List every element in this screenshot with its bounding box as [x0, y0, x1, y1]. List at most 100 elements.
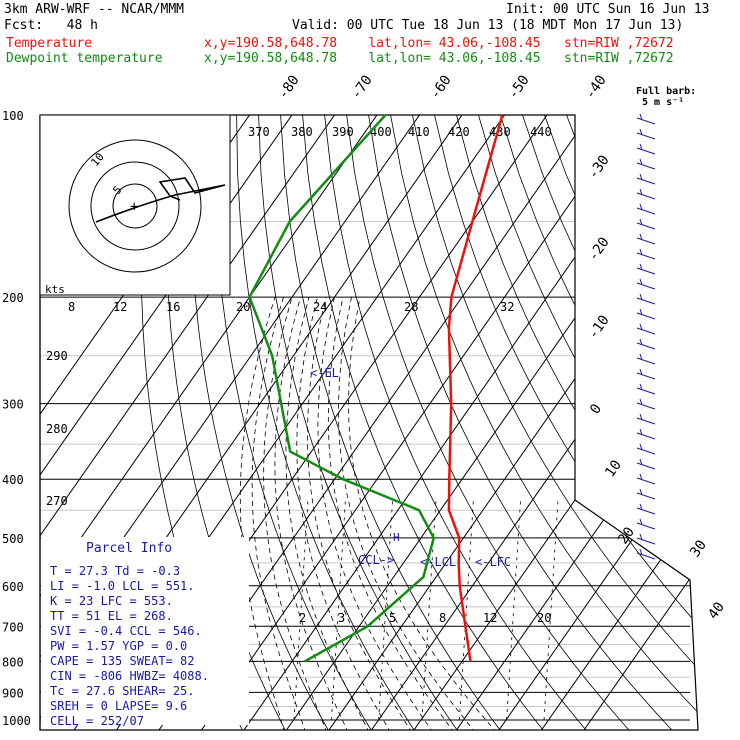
isotherm-label: 0 — [587, 401, 605, 417]
parcel-info-row: CAPE = 135 SWEAT= 82 — [50, 654, 195, 668]
barb-legend-line2: 5 m s⁻¹ — [642, 97, 684, 108]
mixing-ratio-label: 24 — [313, 300, 327, 314]
dry-adiabat — [588, 115, 698, 730]
isotherm-line — [411, 115, 698, 730]
pressure-label: 300 — [2, 398, 24, 412]
moist-adiabat — [348, 297, 498, 730]
mixing-ratio-label: 28 — [404, 300, 418, 314]
parcel-info-row: LI = -1.0 LCL = 551. — [50, 579, 195, 593]
wind-barb — [636, 143, 656, 155]
pressure-label: 100 — [2, 109, 24, 123]
isotherm-label: 20 — [615, 524, 638, 547]
dry-adiabat — [368, 115, 675, 730]
wind-barb — [636, 488, 656, 500]
mixing-ratio-lower-label: 2 — [299, 611, 306, 625]
mixing-ratio-label: 32 — [500, 300, 514, 314]
mixing-ratio-lower-label: 3 — [338, 611, 345, 625]
lfc-marker: H — [393, 531, 400, 544]
wind-barb — [636, 383, 656, 395]
moist-adiabat — [239, 296, 285, 730]
parcel-info-box — [41, 537, 249, 725]
mixing-ratio-line — [331, 499, 346, 721]
wind-barb — [636, 158, 656, 170]
isotherm-line — [40, 115, 355, 730]
wind-barb — [636, 218, 656, 230]
wind-barb — [636, 308, 656, 320]
isotherm-label: -50 — [505, 72, 533, 102]
theta-e-label: 370 — [248, 125, 270, 139]
isotherm-label: -20 — [585, 234, 613, 264]
moist-adiabat — [338, 297, 477, 730]
forecast-hour: Fcst: 48 h — [4, 18, 98, 33]
dry-adiabat — [302, 115, 546, 730]
parcel-info-row: K = 23 LFC = 553. — [50, 594, 173, 608]
ccl-annotation: CCL-> — [358, 553, 394, 567]
moist-adiabat — [263, 296, 328, 730]
model-title: 3km ARW-WRF -- NCAR/MMM — [4, 2, 185, 17]
wind-barb — [636, 203, 656, 215]
dry-adiabat — [456, 115, 698, 730]
dewpoint-profile — [248, 114, 436, 663]
pressure-label: 400 — [2, 473, 24, 487]
isotherm-line — [496, 115, 698, 730]
location-dewpoint: x,y=190.58,648.78 lat,lon= 43.06,-108.45… — [204, 51, 674, 66]
dry-adiabat — [190, 115, 331, 730]
moist-adiabat — [317, 297, 434, 730]
wind-barb — [636, 518, 656, 530]
wind-barb — [636, 428, 656, 440]
mixing-ratio-label: 20 — [236, 300, 250, 314]
wind-barb — [636, 233, 656, 245]
pressure-label: 1000 — [2, 714, 31, 728]
isotherm-label: -60 — [427, 72, 455, 102]
moist-adiabat — [285, 297, 370, 730]
wind-barb — [636, 188, 656, 200]
hodograph-ring — [112, 183, 158, 229]
hodograph-trace — [95, 177, 226, 223]
mixing-ratio-line — [506, 499, 521, 721]
isotherm-line — [539, 115, 698, 730]
mixing-ratio-label: 8 — [68, 300, 75, 314]
parcel-info-row: Tc = 27.6 SHEAR= 25. — [50, 684, 195, 698]
moist-adiabat — [251, 296, 307, 730]
mixing-ratio-label: 16 — [166, 300, 180, 314]
dry-adiabat — [236, 115, 417, 730]
wind-barb — [636, 293, 656, 305]
isotherm-line — [326, 115, 698, 730]
isotherm-label: 30 — [687, 537, 710, 560]
dry-adiabat — [324, 115, 589, 730]
hodograph-units: kts — [45, 283, 65, 296]
dry-adiabat — [610, 115, 698, 730]
pressure-label: 500 — [2, 532, 24, 546]
theta-e-label: 430 — [489, 125, 511, 139]
moist-adiabat — [327, 297, 455, 730]
dry-adiabat — [390, 115, 698, 730]
wind-barb — [636, 473, 656, 485]
pressure-label: 600 — [2, 580, 24, 594]
isotherm-label: -70 — [348, 72, 376, 102]
valid-time: Valid: 00 UTC Tue 18 Jun 13 (18 MDT Mon … — [292, 18, 684, 33]
theta-label: 290 — [46, 349, 68, 363]
wind-barb — [636, 413, 656, 425]
dry-adiabat — [412, 115, 698, 730]
parcel-info-row: SVI = -0.4 CCL = 546. — [50, 624, 202, 638]
wind-barb — [636, 458, 656, 470]
parcel-info-row: PW = 1.57 YGP = 0.0 — [50, 639, 187, 653]
pressure-label: 700 — [2, 620, 24, 634]
chart-header: 3km ARW-WRF -- NCAR/MMM Init: 00 UTC Sun… — [0, 0, 740, 70]
dry-adiabat — [478, 115, 698, 730]
isotherm-line — [581, 115, 698, 730]
dry-adiabat — [346, 115, 632, 730]
theta-e-label: 390 — [332, 125, 354, 139]
mixing-ratio-lower-label: 12 — [483, 611, 497, 625]
dry-adiabat — [434, 115, 698, 730]
wind-barb — [636, 548, 656, 560]
legend-dewpoint: Dewpoint temperature — [6, 51, 163, 66]
wind-barb — [636, 113, 656, 125]
wind-barb — [636, 338, 656, 350]
wind-barb — [636, 533, 656, 545]
isotherm-line — [199, 115, 652, 730]
isotherm-label: -80 — [275, 72, 303, 102]
hodograph-center-mark: + — [130, 199, 138, 215]
wind-barb — [636, 368, 656, 380]
hodograph-ring — [68, 139, 202, 273]
